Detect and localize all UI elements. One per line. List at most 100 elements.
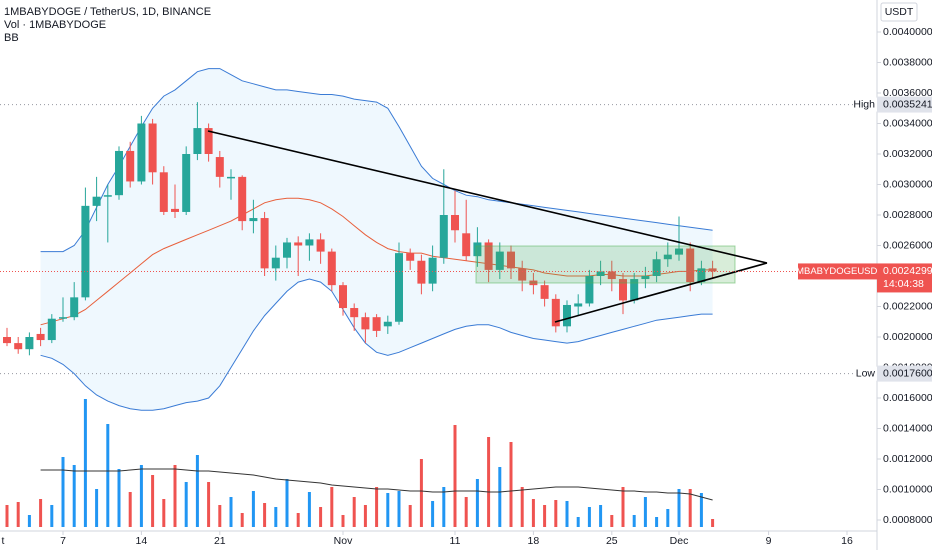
volume-bar (554, 500, 558, 527)
candle-body (395, 253, 403, 322)
candle-body (686, 248, 695, 283)
candle-body (473, 242, 482, 257)
candle-body (518, 268, 527, 281)
volume-bar (531, 499, 535, 527)
volume-bar (218, 505, 222, 527)
volume-bar (565, 501, 569, 527)
last-price-badge (877, 263, 932, 293)
volume-bar (431, 501, 435, 527)
candle-body (417, 260, 426, 284)
x-tick-label: Nov (334, 535, 353, 547)
volume-bar (229, 497, 233, 527)
volume-bar (184, 482, 188, 527)
volume-bar (39, 499, 43, 527)
volume-bar (632, 515, 636, 527)
volume-bar (319, 507, 323, 527)
candle-body (103, 195, 112, 197)
candle-body (14, 343, 23, 350)
candle-body (115, 150, 123, 196)
candle-body (249, 218, 258, 222)
candle-body (171, 208, 179, 212)
volume-bar (587, 507, 591, 527)
candle-body (193, 128, 202, 154)
volume-bar (330, 487, 334, 527)
candle-body (327, 251, 336, 286)
high-name: High (853, 98, 875, 110)
low-name-badge (855, 366, 877, 381)
plot-area: 0.0008000 0.0010000 0.0012000 0.0014000 0.00… (0, 26, 932, 547)
candle-body (462, 233, 471, 257)
volume-ma-line (40, 468, 713, 501)
volume-bar (263, 503, 267, 527)
candle-body (574, 303, 583, 307)
volume-bar (386, 493, 390, 527)
candle-body (182, 154, 191, 212)
candle-body (339, 285, 347, 309)
candle-body (25, 337, 34, 350)
volume-bar (274, 507, 278, 527)
candle-body (92, 196, 101, 206)
volume-bar (16, 502, 20, 527)
y-axis-unit: USDT (885, 6, 914, 18)
candle-body (551, 298, 560, 327)
candle-body (3, 337, 11, 344)
volume-bar (442, 487, 446, 527)
y-tick-label: 0.0032000 (883, 148, 932, 160)
x-tick-label: 9 (766, 535, 772, 547)
candle-body (451, 215, 459, 231)
low-value: 0.0017600 (883, 367, 932, 379)
unit-box[interactable] (880, 2, 918, 22)
candle-body (383, 321, 392, 327)
candle-body (271, 257, 280, 269)
candle-body (697, 268, 706, 283)
volume-bar (61, 457, 65, 527)
volume-bar (621, 487, 625, 527)
volume-bar (151, 475, 155, 527)
y-tick-label: 0.0040000 (883, 26, 932, 38)
volume-bar (72, 465, 76, 527)
volume-bar (711, 519, 715, 527)
volume-bar (475, 479, 479, 527)
candle-body (238, 176, 247, 222)
candle-body (148, 123, 157, 173)
candle-body (406, 253, 415, 261)
volume-bar (173, 465, 177, 527)
volume-bar (375, 487, 379, 527)
candle-body (36, 333, 45, 341)
x-tick-label: 25 (606, 535, 618, 547)
candle-body (361, 317, 370, 330)
countdown-label: 14:04:38 (883, 278, 924, 290)
volume-bar (195, 455, 199, 527)
candle-body (675, 248, 683, 255)
volume-bar (666, 509, 670, 527)
candle-body (227, 176, 235, 179)
indicator-label: BB (4, 32, 19, 44)
low-value-badge (877, 365, 932, 382)
volume-bar (677, 489, 681, 527)
bb-lower-line (40, 278, 713, 411)
volume-bar (106, 424, 110, 527)
volume-bar (27, 515, 31, 527)
symbol-label: 1MBABYDOGEUSDT (791, 266, 884, 277)
candle-body (137, 123, 146, 182)
bb-upper-line (40, 68, 713, 253)
candle-body (484, 242, 493, 270)
volume-bar (363, 505, 367, 527)
candle-body (204, 128, 213, 154)
volume-bar (487, 437, 491, 527)
volume-bar (599, 505, 603, 527)
volume-bar (543, 505, 547, 527)
y-tick-label: 0.0020000 (883, 331, 932, 343)
candle-body (316, 239, 325, 252)
volume-bar (5, 505, 9, 527)
candle-body (585, 276, 594, 304)
candle-body (663, 254, 672, 260)
candle-body (428, 257, 437, 284)
symbol-badge (798, 263, 877, 280)
volume-bar (576, 517, 580, 527)
candle-body (619, 279, 627, 301)
